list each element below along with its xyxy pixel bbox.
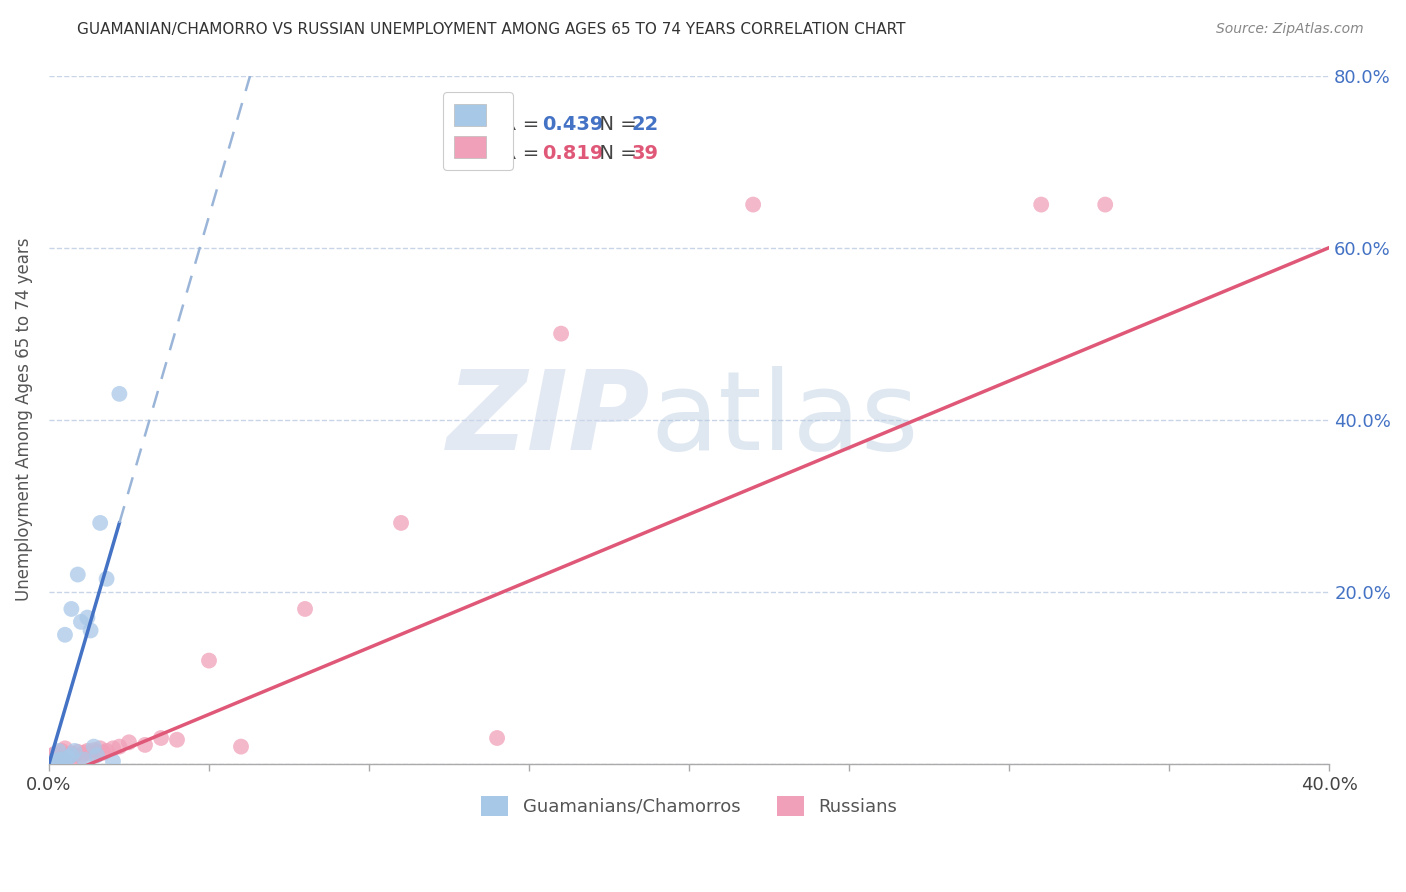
Point [93,746,115,760]
Text: N =: N = [586,145,643,163]
Point [389,516,412,530]
Point [53,628,76,642]
Text: GUAMANIAN/CHAMORRO VS RUSSIAN UNEMPLOYMENT AMONG AGES 65 TO 74 YEARS CORRELATION: GUAMANIAN/CHAMORRO VS RUSSIAN UNEMPLOYME… [77,22,905,37]
Point [60,602,83,616]
Text: 39: 39 [631,145,658,163]
Y-axis label: Unemployment Among Ages 65 to 74 years: Unemployment Among Ages 65 to 74 years [15,238,32,601]
Point [96,572,118,586]
Point [86,748,108,763]
Point [1031,197,1053,211]
Point [166,732,188,747]
Text: 0.819: 0.819 [541,145,603,163]
Point [76,744,98,758]
Point [53,741,76,756]
Point [89,516,111,530]
Point [60,752,83,766]
Text: 0.439: 0.439 [541,115,603,135]
Point [79,747,101,761]
Point [70,615,93,629]
Point [48,755,70,769]
Point [41,754,63,768]
Point [70,750,93,764]
Point [486,731,509,745]
Point [96,744,118,758]
Point [229,739,252,754]
Point [294,602,316,616]
Point [83,743,105,757]
Point [108,739,131,754]
Text: R =: R = [503,115,546,135]
Text: R =: R = [503,145,546,163]
Point [73,746,96,760]
Point [134,738,156,752]
Point [108,387,131,401]
Point [44,754,66,768]
Text: N =: N = [586,115,643,135]
Point [150,731,173,745]
Point [60,748,83,763]
Point [63,748,86,763]
Text: ZIP: ZIP [447,367,651,473]
Point [86,745,108,759]
Point [101,741,124,756]
Text: 22: 22 [631,115,659,135]
Point [51,753,73,767]
Point [44,747,66,761]
Point [51,744,73,758]
Point [48,753,70,767]
Point [742,197,765,211]
Point [48,751,70,765]
Point [79,624,101,638]
Point [89,741,111,756]
Point [56,750,79,764]
Legend: Guamanians/Chamorros, Russians: Guamanians/Chamorros, Russians [474,789,904,823]
Point [63,744,86,758]
Text: Source: ZipAtlas.com: Source: ZipAtlas.com [1216,22,1364,37]
Point [60,747,83,761]
Point [41,755,63,769]
Point [66,745,89,759]
Point [51,752,73,766]
Point [66,567,89,582]
Point [83,739,105,754]
Point [56,751,79,765]
Point [53,754,76,768]
Point [73,752,96,766]
Point [198,654,221,668]
Point [44,752,66,766]
Text: atlas: atlas [651,367,920,473]
Point [118,735,141,749]
Point [101,754,124,768]
Point [53,752,76,766]
Point [1094,197,1116,211]
Point [76,610,98,624]
Point [550,326,572,341]
Point [41,748,63,763]
Point [48,744,70,758]
